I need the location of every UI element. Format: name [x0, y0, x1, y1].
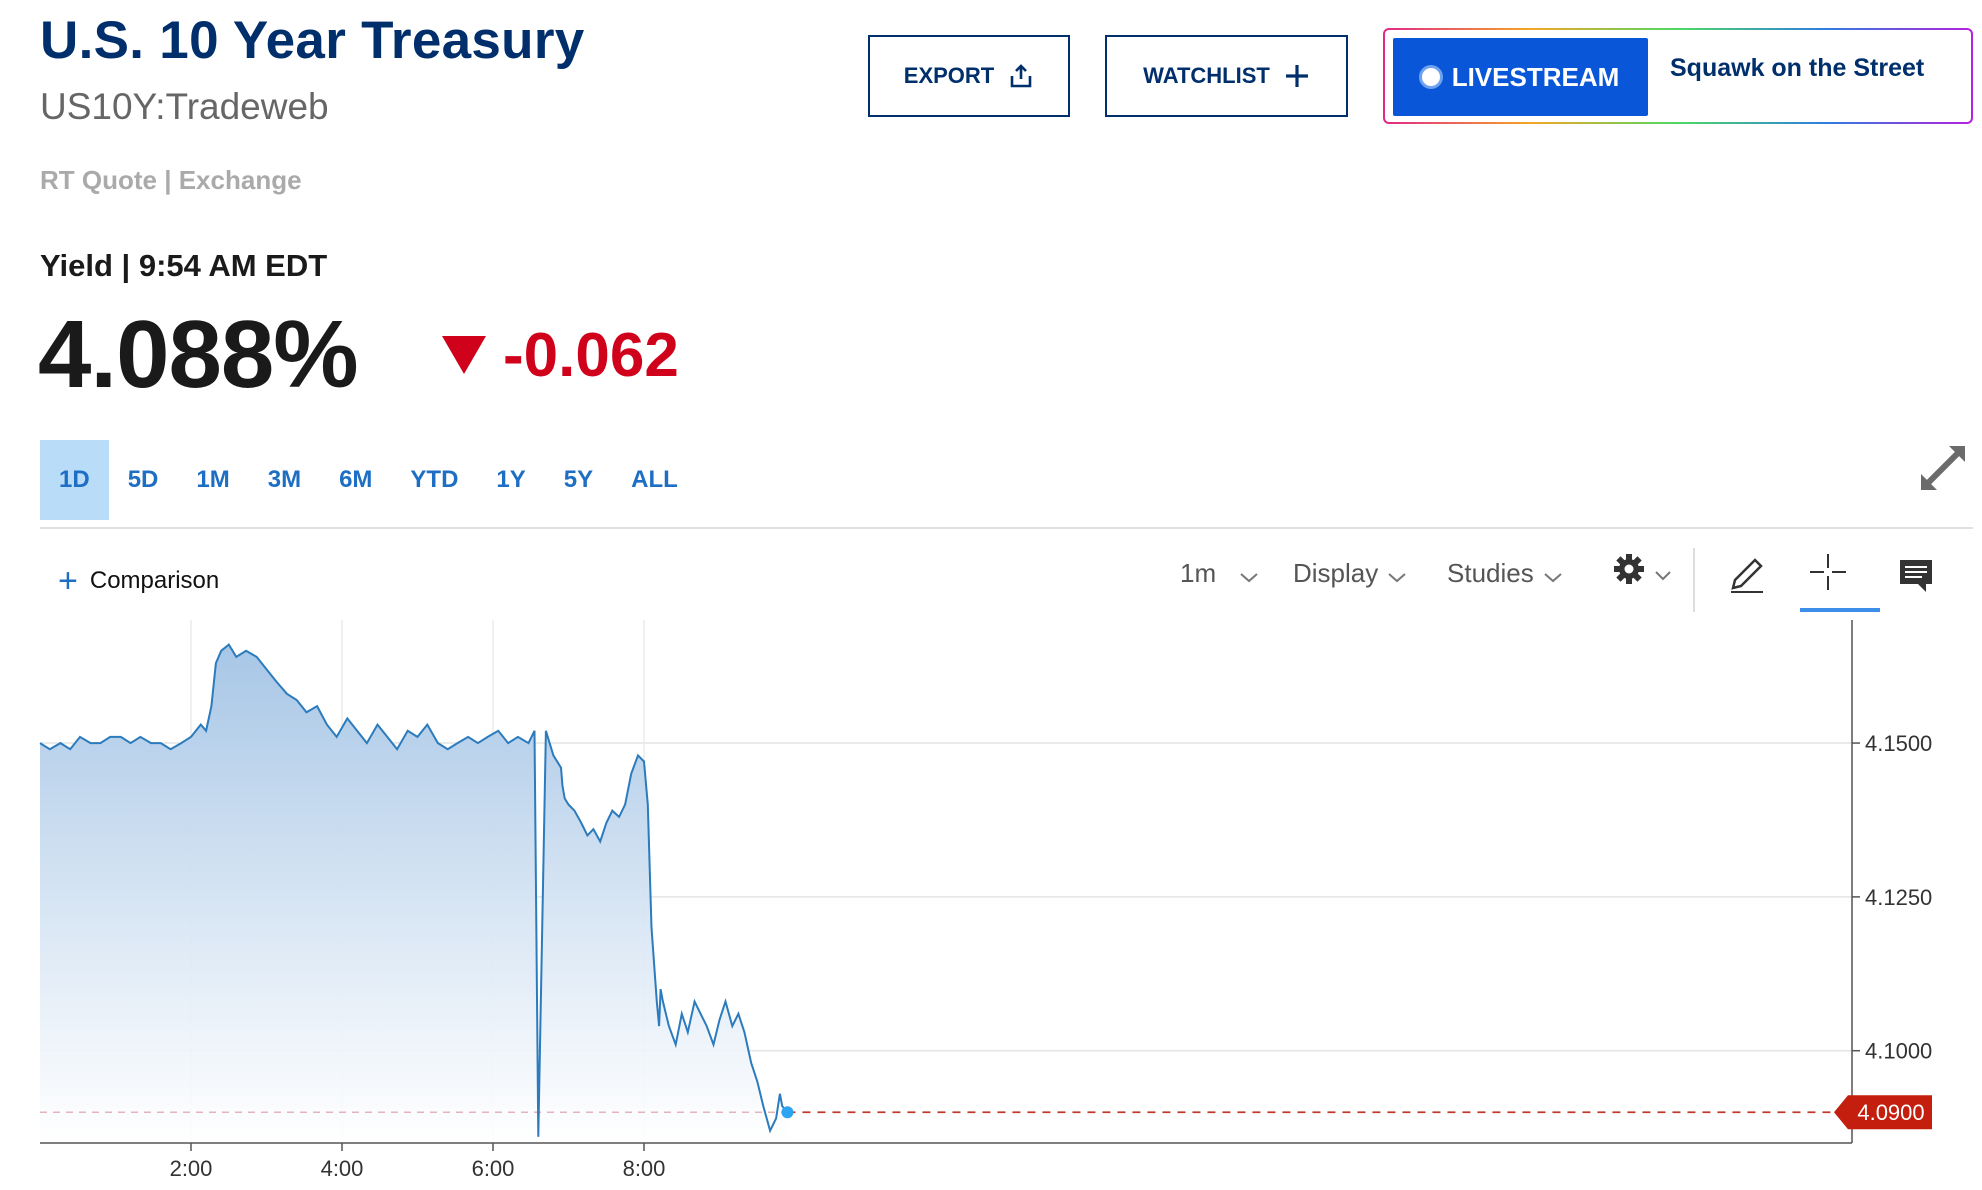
chevron-down-icon: [1544, 572, 1562, 582]
divider: [40, 527, 1973, 529]
export-button[interactable]: EXPORT: [868, 35, 1070, 117]
last-point-marker: [781, 1106, 794, 1119]
expand-icon[interactable]: [1915, 440, 1971, 496]
page-title: U.S. 10 Year Treasury: [40, 11, 585, 70]
watchlist-label: WATCHLIST: [1143, 63, 1270, 88]
draw-button[interactable]: [1725, 552, 1769, 601]
range-tab-5y[interactable]: 5Y: [563, 466, 594, 493]
studies-label: Studies: [1447, 558, 1534, 588]
chevron-down-icon: [1655, 571, 1671, 581]
range-tab-3m[interactable]: 3M: [267, 466, 302, 493]
range-tab-all[interactable]: ALL: [631, 466, 678, 493]
plus-icon: +: [58, 562, 78, 600]
comment-button[interactable]: [1896, 556, 1936, 601]
range-tab-6m[interactable]: 6M: [339, 466, 373, 493]
chevron-down-icon: [1388, 572, 1406, 582]
active-tool-indicator: [1800, 608, 1880, 612]
share-icon: [1010, 64, 1032, 88]
livestream-button[interactable]: LIVESTREAM: [1393, 38, 1648, 116]
livestream-banner[interactable]: LIVESTREAM Squawk on the Street: [1383, 28, 1973, 124]
studies-dropdown[interactable]: Studies: [1447, 558, 1564, 589]
range-tab-1y[interactable]: 1Y: [496, 466, 526, 493]
comparison-button[interactable]: + Comparison: [58, 564, 219, 598]
yield-timestamp: Yield | 9:54 AM EDT: [40, 248, 328, 283]
settings-button[interactable]: [1612, 552, 1672, 586]
interval-dropdown[interactable]: 1m: [1180, 558, 1260, 589]
current-value-tag: [1834, 1095, 1932, 1130]
display-dropdown[interactable]: Display: [1293, 558, 1408, 589]
range-tab-1m[interactable]: 1M: [196, 466, 230, 493]
plus-icon: [1285, 65, 1308, 87]
toolbar-divider: [1693, 548, 1695, 612]
export-label: EXPORT: [903, 63, 995, 88]
y-tick-label: 4.1000: [1865, 1039, 1932, 1064]
interval-value: 1m: [1180, 558, 1217, 588]
crosshair-button[interactable]: [1808, 552, 1848, 597]
display-label: Display: [1293, 558, 1379, 588]
x-tick-label: 6:00: [472, 1156, 515, 1181]
range-tab-ytd[interactable]: YTD: [410, 466, 459, 493]
range-tab-5d[interactable]: 5D: [127, 466, 159, 493]
range-tab-1d[interactable]: 1D: [40, 440, 109, 520]
current-yield: 4.088%: [38, 301, 359, 408]
crosshair-icon: [1810, 554, 1846, 590]
pencil-icon: [1731, 558, 1763, 593]
symbol-label: US10Y:Tradeweb: [40, 86, 329, 127]
chevron-down-icon: [1240, 572, 1258, 582]
livestream-label: LIVESTREAM: [1451, 61, 1620, 92]
range-tabs: 1D 5D 1M 3M 6M YTD 1Y 5Y ALL: [40, 440, 697, 520]
comparison-label: Comparison: [89, 567, 220, 594]
series-line: [39, 643, 789, 1137]
livestream-show-name[interactable]: Squawk on the Street: [1670, 54, 1925, 82]
gear-icon: [1614, 554, 1644, 584]
y-tick-label: 4.1500: [1865, 731, 1932, 756]
y-tick-label: 4.1250: [1865, 885, 1932, 910]
yield-change: -0.062: [503, 321, 679, 390]
x-tick-label: 4:00: [321, 1156, 364, 1181]
x-tick-label: 8:00: [623, 1156, 666, 1181]
watchlist-button[interactable]: WATCHLIST: [1105, 35, 1348, 117]
series-area: [40, 644, 788, 1143]
x-tick-label: 2:00: [170, 1156, 213, 1181]
live-dot-icon: [1421, 68, 1440, 86]
down-triangle-icon: [442, 336, 486, 374]
current-value-label: 4.0900: [1857, 1100, 1924, 1125]
quote-type-label: RT Quote | Exchange: [40, 165, 302, 195]
comment-icon: [1900, 560, 1932, 592]
